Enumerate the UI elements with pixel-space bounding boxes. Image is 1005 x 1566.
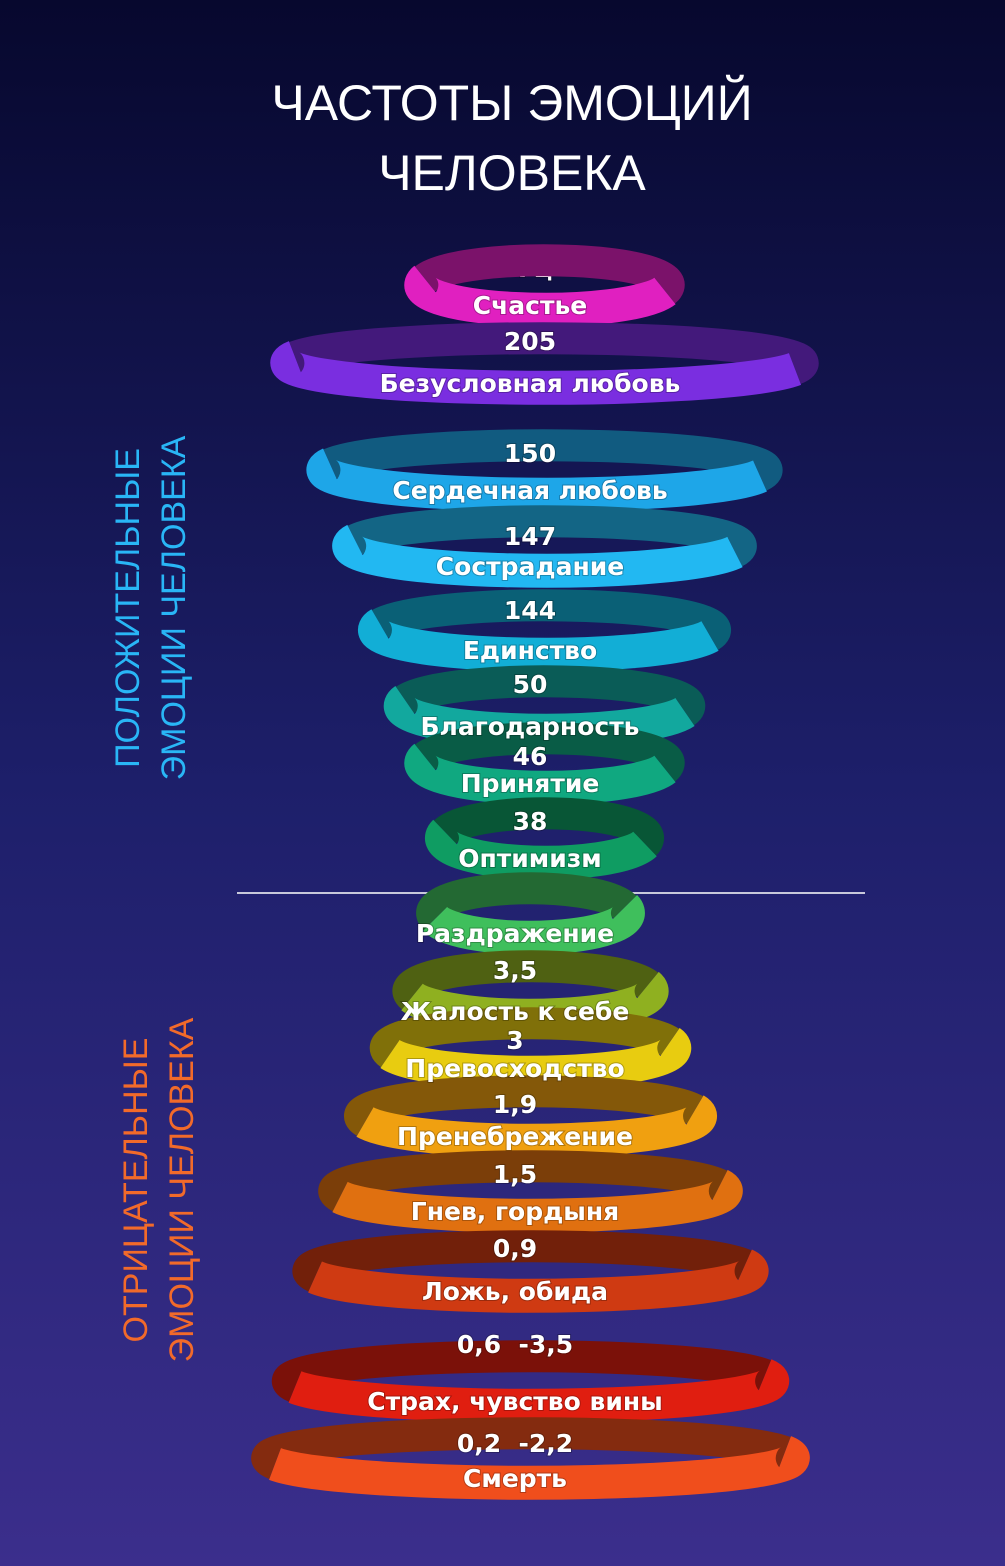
side-label: ЭМОЦИИ ЧЕЛОВЕКА [163,1017,201,1362]
ribbon-front [356,1095,717,1158]
ribbon-front [358,609,719,672]
emotion-name: Страх, чувство вины [367,1387,662,1416]
ribbons [251,244,819,1500]
ribbon-back [369,1007,680,1068]
emotion-name: Смерть [463,1464,567,1493]
ribbon-front [404,743,676,805]
emotion-name: Гнев, гордыня [411,1197,619,1226]
negative-label: ОТРИЦАТЕЛЬНЫЕ ЭМОЦИИ ЧЕЛОВЕКА [117,1017,201,1362]
ribbon-front [404,265,676,327]
frequency: 147 [504,522,556,551]
ribbon-back [318,1150,728,1212]
emotion-name: Благодарность [421,712,640,741]
ribbon-front [306,448,767,512]
positive-label: ПОЛОЖИТЕЛЬНЫЕ ЭМОЦИИ ЧЕЛОВЕКА [109,435,193,780]
ribbon-back [292,1230,752,1292]
emotion-name: Сострадание [436,552,624,581]
emotion-name: Сердечная любовь [392,476,667,505]
ribbon-front [270,341,802,405]
ribbon-back [371,589,731,650]
title-line: ЧЕЛОВЕКА [378,145,646,201]
frequency: 3 [506,1026,523,1055]
frequency: 0,9 [493,1234,537,1263]
frequency: 50 [513,670,548,699]
frequency: 3,5 [493,956,537,985]
frequency: 1,9 [493,1090,537,1119]
ribbon-back [395,665,706,726]
ribbon-front [332,524,743,588]
ribbon-front [425,819,657,880]
ribbon-back [323,429,783,491]
emotion-name: Жалость к себе [401,997,630,1026]
ribbon-front [422,895,645,955]
frequency: 38 [513,807,548,836]
emotion-name: Принятие [461,769,600,798]
ribbon-back [347,505,757,567]
frequency: 144 [504,596,556,625]
frequency: 0,6 -3,5 [457,1330,573,1359]
emotion-name: Пренебрежение [397,1122,633,1151]
ribbon-back [433,797,664,856]
frequency: 1,5 [493,1160,537,1189]
emotion-name: Единство [463,636,597,665]
emotion-name: Оптимизм [458,844,601,873]
ribbon-back [251,1417,791,1479]
ribbon-back [416,872,637,931]
side-label: ОТРИЦАТЕЛЬНЫЕ [117,1038,155,1343]
ribbon-front [269,1436,810,1500]
side-label: ЭМОЦИИ ЧЕЛОВЕКА [155,435,193,780]
ribbon-front [288,1359,790,1423]
frequency: 0,2 -2,2 [457,1429,573,1458]
ribbon-back [392,950,659,1010]
frequency: 150 [504,439,556,468]
ribbon-front [332,1169,743,1233]
labels: Счастье 205 Безусловная любовь 150 Сердечная… [366,290,681,1494]
emotion-name: Счастье [473,291,587,320]
ribbon-front [380,1028,692,1090]
frequency: 205 [504,327,556,356]
ribbon-back [415,244,685,304]
ribbon-back [415,722,685,782]
ribbon-back [289,322,819,384]
side-label: ПОЛОЖИТЕЛЬНЫЕ [109,448,147,768]
frequency: 46 [513,742,548,771]
emotion-name: Безусловная любовь [380,369,681,398]
emotion-name: Раздражение [416,919,614,948]
emotion-name: Превосходство [405,1054,624,1083]
ribbon-back [271,1340,772,1402]
title-line: ЧАСТОТЫ ЭМОЦИЙ [271,74,752,131]
ribbon-front [308,1249,769,1313]
emotion-name: Ложь, обида [422,1277,608,1306]
ribbon-back [344,1075,704,1136]
